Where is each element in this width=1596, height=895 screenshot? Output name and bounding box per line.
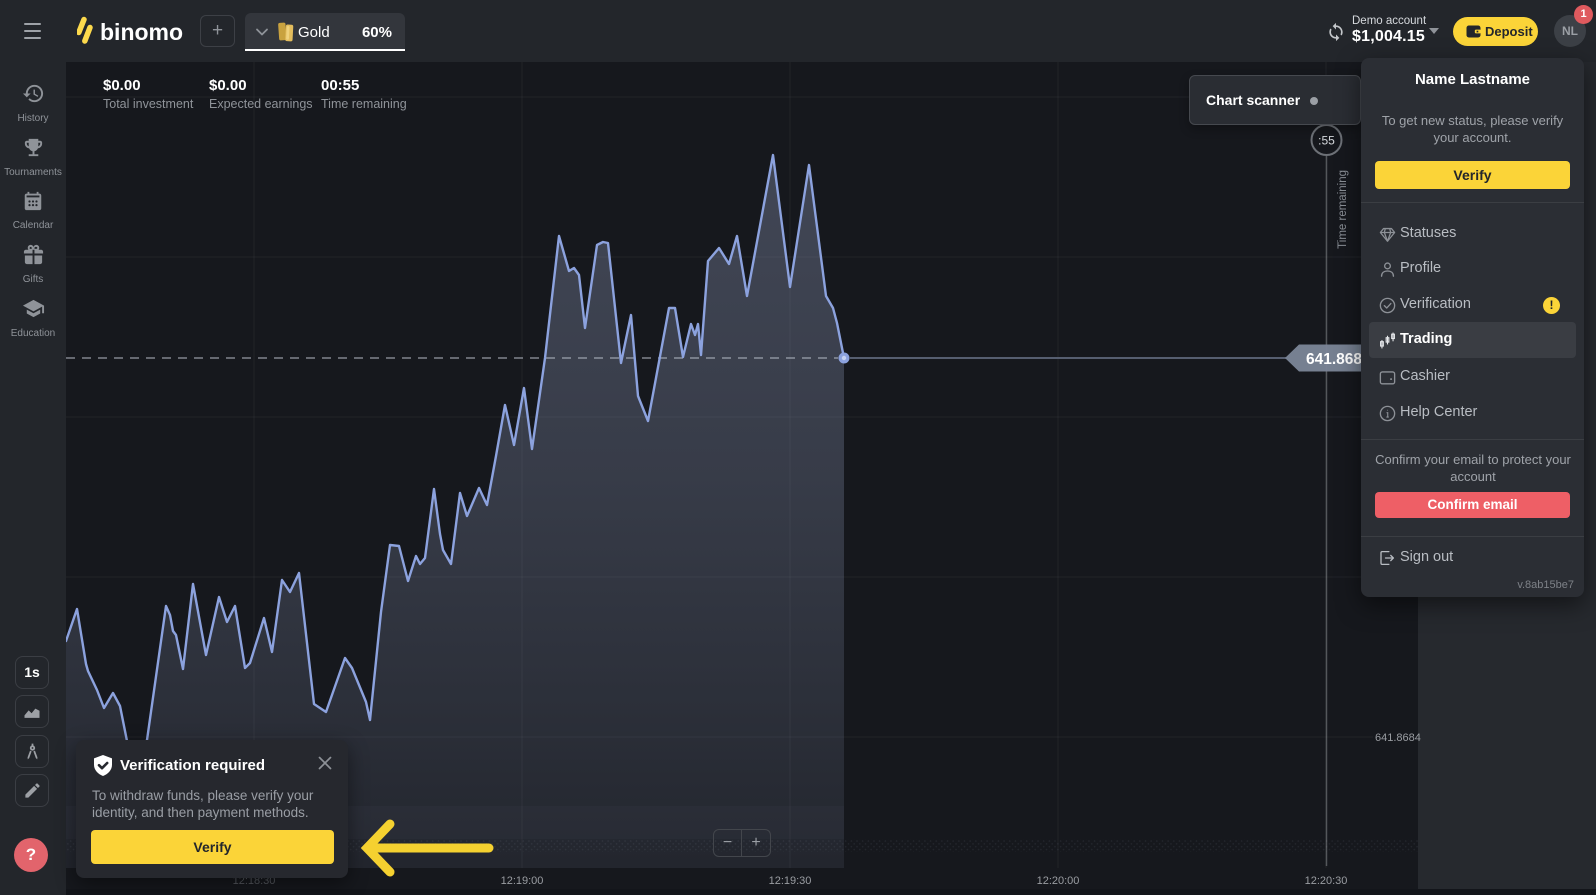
svg-text:641.8684: 641.8684 bbox=[1375, 732, 1421, 744]
svg-text:12:18:30: 12:18:30 bbox=[233, 875, 276, 887]
svg-text:12:19:00: 12:19:00 bbox=[501, 875, 544, 887]
svg-text:Time remaining: Time remaining bbox=[1337, 170, 1349, 249]
svg-text:12:19:30: 12:19:30 bbox=[769, 875, 812, 887]
svg-text::55: :55 bbox=[1318, 134, 1335, 148]
svg-text:12:20:00: 12:20:00 bbox=[1037, 875, 1080, 887]
svg-text:641.868: 641.868 bbox=[1306, 351, 1362, 368]
svg-text:12:20:30: 12:20:30 bbox=[1305, 875, 1348, 887]
